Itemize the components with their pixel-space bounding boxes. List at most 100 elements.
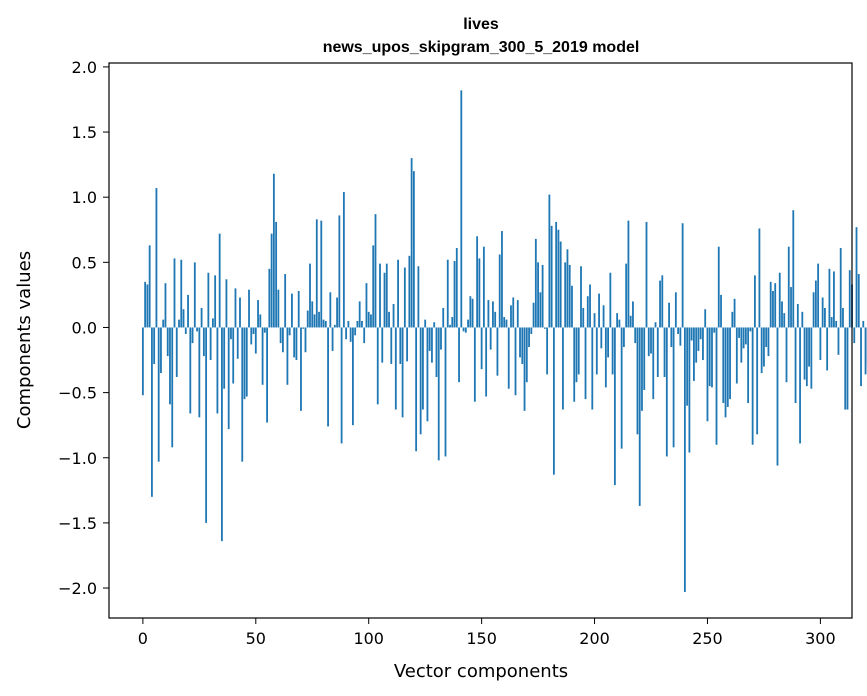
bar-297 <box>812 292 815 328</box>
bar-139 <box>455 248 458 328</box>
bar-280 <box>774 283 777 328</box>
bar-28 <box>205 327 208 523</box>
bar-136 <box>449 324 451 328</box>
bar-89 <box>342 191 345 328</box>
bar-264 <box>738 327 740 338</box>
bar-85 <box>333 324 336 328</box>
bar-209 <box>613 327 616 486</box>
bar-116 <box>403 267 406 328</box>
bar-129 <box>433 322 436 328</box>
bar-58 <box>272 173 275 328</box>
bar-218 <box>634 327 637 344</box>
chart-title-line-2: news_upos_skipgram_300_5_2019 model <box>323 39 640 56</box>
bar-88 <box>340 327 343 444</box>
y-tick-label: −0.5 <box>58 384 97 403</box>
bar-220 <box>638 327 641 506</box>
y-tick-label: 1.5 <box>72 123 97 142</box>
bar-211 <box>618 319 621 328</box>
bar-110 <box>390 327 393 364</box>
bar-247 <box>699 327 702 340</box>
bar-147 <box>473 327 476 402</box>
bar-198 <box>589 284 591 328</box>
bar-194 <box>580 266 582 328</box>
bar-216 <box>629 315 632 328</box>
bar-316 <box>855 227 858 328</box>
bar-84 <box>331 327 334 351</box>
bar-141 <box>460 90 463 328</box>
bar-71 <box>302 327 305 329</box>
plot-area-frame <box>108 62 853 619</box>
bar-270 <box>751 327 754 445</box>
bar-52 <box>259 314 262 328</box>
bar-183 <box>555 221 558 328</box>
bar-69 <box>297 290 300 328</box>
bar-210 <box>616 313 619 328</box>
bar-250 <box>706 327 709 422</box>
bar-307 <box>835 320 838 328</box>
bar-245 <box>695 327 698 363</box>
bar-25 <box>198 327 201 418</box>
bar-241 <box>686 327 689 406</box>
bar-79 <box>320 220 323 328</box>
bar-246 <box>697 327 700 351</box>
bar-171 <box>528 327 530 348</box>
bar-192 <box>575 327 578 383</box>
bar-168 <box>521 327 524 364</box>
bar-303 <box>826 327 829 371</box>
bar-51 <box>257 300 259 328</box>
y-tick-label: −1.5 <box>58 514 97 533</box>
bar-267 <box>744 327 747 345</box>
bar-318 <box>860 327 862 387</box>
bar-224 <box>647 327 650 357</box>
bar-160 <box>503 317 506 328</box>
bar-279 <box>772 290 774 328</box>
bar-70 <box>300 327 302 411</box>
bar-263 <box>735 327 738 384</box>
bar-243 <box>690 327 693 341</box>
x-tick-label: 50 <box>246 629 266 648</box>
x-axis-label: Vector components <box>394 661 568 682</box>
bar-317 <box>857 274 860 328</box>
bar-221 <box>641 327 643 411</box>
bar-130 <box>435 327 438 377</box>
bar-73 <box>306 310 309 328</box>
bar-187 <box>564 262 567 328</box>
bar-55 <box>266 327 268 423</box>
bar-57 <box>270 233 273 328</box>
bar-113 <box>397 259 399 328</box>
bar-54 <box>263 327 266 333</box>
bar-21 <box>189 327 192 414</box>
bar-133 <box>442 307 445 328</box>
bar-294 <box>805 327 808 387</box>
bar-103 <box>374 214 377 328</box>
bar-47 <box>248 289 250 328</box>
bar-286 <box>787 246 790 328</box>
bar-36 <box>223 327 226 389</box>
bar-53 <box>261 327 264 385</box>
bar-115 <box>401 327 404 418</box>
bar-42 <box>236 327 239 359</box>
bar-143 <box>464 327 467 333</box>
bar-121 <box>415 327 418 452</box>
bar-125 <box>424 319 427 328</box>
bar-90 <box>345 327 348 340</box>
bar-5 <box>153 327 156 364</box>
bar-105 <box>379 263 381 328</box>
bar-252 <box>711 327 713 388</box>
bar-67 <box>293 327 296 358</box>
bar-32 <box>214 275 217 328</box>
bar-109 <box>388 311 390 328</box>
bar-230 <box>661 275 664 328</box>
bar-284 <box>783 313 786 328</box>
bar-82 <box>327 327 329 427</box>
bar-117 <box>406 327 409 362</box>
bar-206 <box>607 327 609 358</box>
bar-300 <box>819 327 822 361</box>
bar-190 <box>571 285 573 328</box>
bar-107 <box>383 272 386 328</box>
bar-2 <box>146 284 149 328</box>
bar-75 <box>311 301 314 328</box>
bar-182 <box>552 327 555 475</box>
bar-123 <box>419 327 422 435</box>
bar-205 <box>604 327 607 388</box>
